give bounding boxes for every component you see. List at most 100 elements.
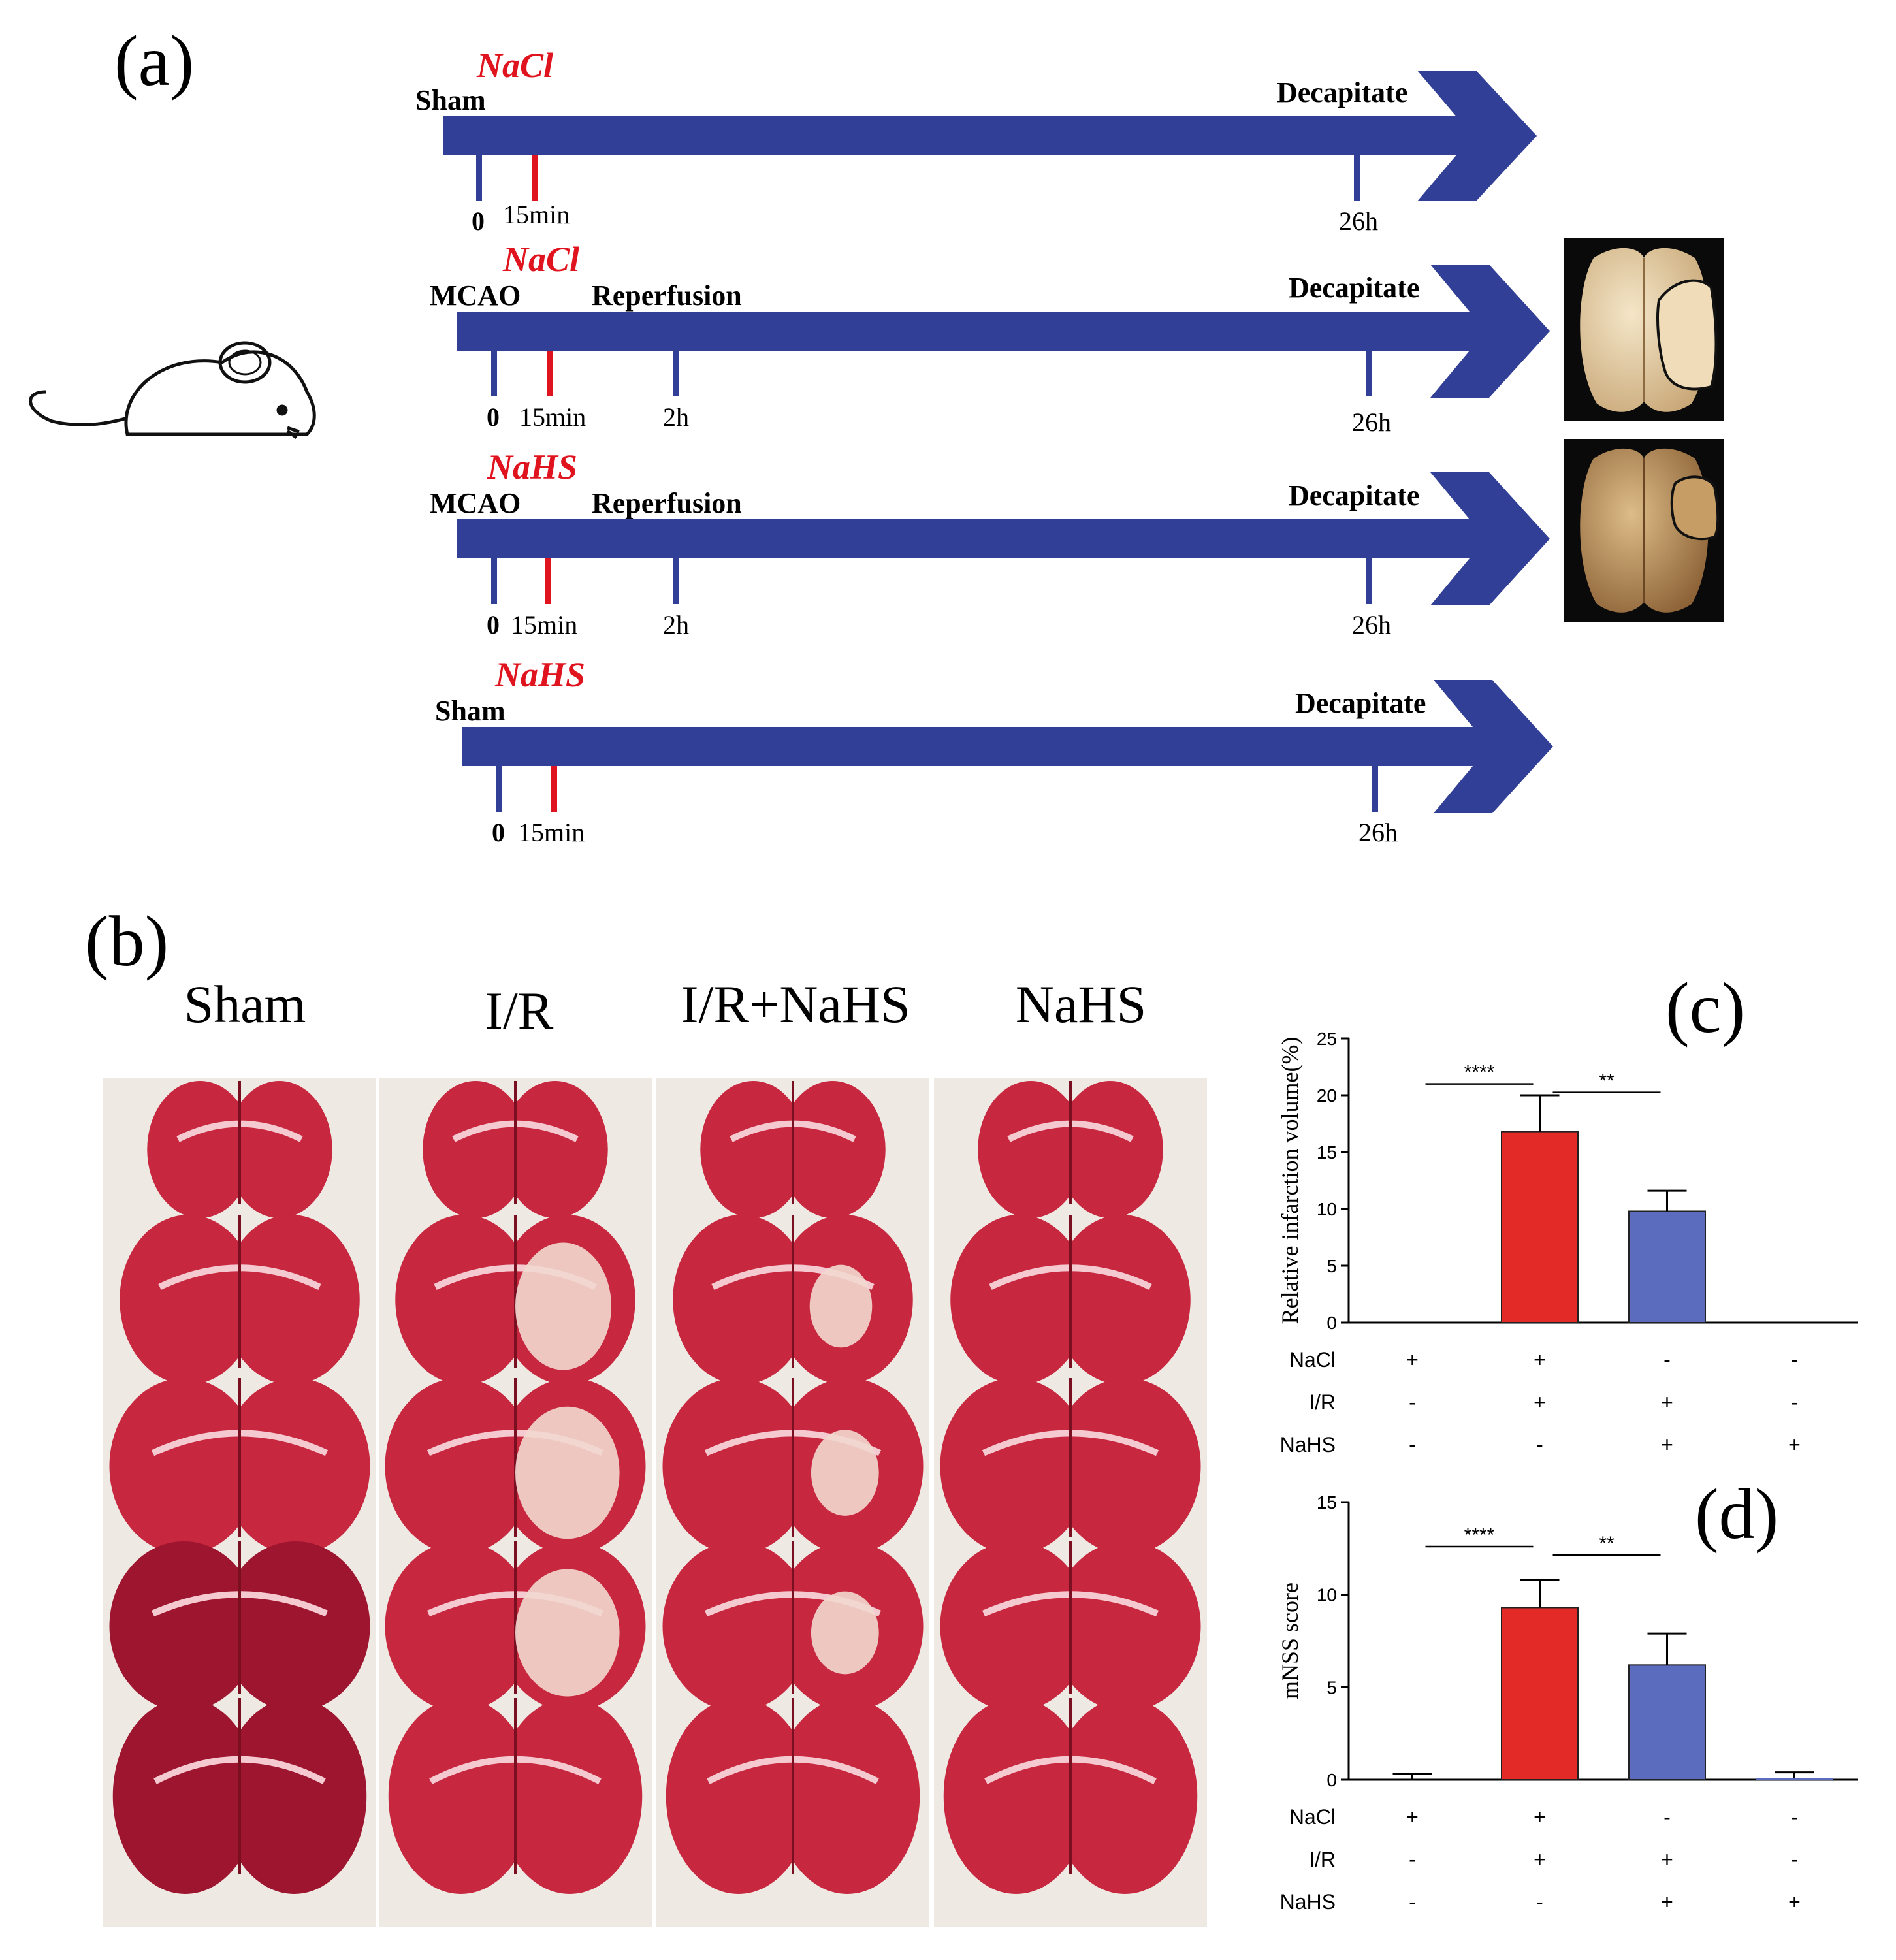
- timeline-row-1: NaCl Sham Decapitate 0 15min 26h: [415, 46, 1537, 236]
- significance-label: ****: [1464, 1062, 1495, 1084]
- panel-label-d: (d): [1695, 1474, 1778, 1554]
- condition-mark: -: [1791, 1390, 1798, 1414]
- bar: [1628, 1210, 1706, 1323]
- condition-mark: -: [1409, 1433, 1416, 1456]
- condition-label: I/R: [1309, 1848, 1336, 1871]
- brain-slice: [395, 1215, 635, 1385]
- timeline-row-2: NaCl MCAO Reperfusion Decapitate 0 15min…: [430, 240, 1550, 437]
- y-tick-label: 15: [1317, 1142, 1337, 1163]
- condition-label: NaCl: [1289, 1348, 1336, 1372]
- group-label-ir: I/R: [485, 981, 554, 1040]
- bar: [1501, 1131, 1579, 1324]
- tick-zero: 0: [487, 610, 500, 639]
- drug-label: NaHS: [494, 655, 585, 694]
- tick-zero: 0: [492, 818, 505, 847]
- brain-slice-photos: [103, 1078, 1207, 1927]
- tick-reperfusion-time: 2h: [663, 610, 689, 639]
- condition-mark: -: [1791, 1805, 1798, 1829]
- drug-label: NaHS: [487, 447, 577, 487]
- drug-label: NaCl: [502, 240, 579, 279]
- condition-mark: +: [1661, 1390, 1673, 1414]
- end-label: Decapitate: [1277, 76, 1407, 108]
- condition-label: NaHS: [1280, 1890, 1336, 1914]
- brain-slice: [662, 1378, 924, 1554]
- brain-slice: [950, 1215, 1191, 1385]
- brain-slice: [666, 1698, 920, 1894]
- group-label-nahs: NaHS: [1016, 974, 1146, 1034]
- significance-label: **: [1599, 1533, 1615, 1554]
- tick-zero: 0: [487, 402, 500, 432]
- condition-mark: -: [1663, 1805, 1671, 1829]
- slice-column: [379, 1078, 652, 1927]
- condition-label: NaHS: [1280, 1433, 1336, 1456]
- brain-slice: [662, 1541, 924, 1711]
- significance-label: **: [1599, 1070, 1615, 1092]
- condition-mark: +: [1661, 1433, 1673, 1456]
- condition-mark: -: [1663, 1348, 1671, 1372]
- brain-slice: [388, 1698, 643, 1894]
- panel-label-b: (b): [85, 901, 169, 981]
- condition-mark: +: [1406, 1805, 1419, 1829]
- panel-label-a: (a): [114, 21, 194, 101]
- condition-mark: -: [1536, 1890, 1543, 1914]
- y-tick-label: 10: [1317, 1199, 1337, 1219]
- condition-mark: -: [1409, 1390, 1416, 1414]
- y-tick-label: 20: [1317, 1085, 1337, 1106]
- y-axis-label: mNSS score: [1277, 1582, 1303, 1699]
- brain-slice: [147, 1081, 332, 1218]
- bar: [1501, 1607, 1579, 1780]
- timeline-row-3: NaHS MCAO Reperfusion Decapitate 0 15min…: [430, 447, 1550, 639]
- start-label: MCAO: [430, 280, 521, 312]
- y-tick-label: 0: [1326, 1770, 1337, 1790]
- start-label: Sham: [415, 84, 486, 116]
- condition-mark: +: [1661, 1848, 1673, 1871]
- end-label: Decapitate: [1295, 687, 1426, 719]
- y-tick-label: 15: [1317, 1492, 1337, 1513]
- tick-drug-time: 15min: [519, 402, 586, 432]
- tick-reperfusion-time: 2h: [663, 402, 689, 432]
- brain-slice: [385, 1378, 646, 1554]
- slice-column: [103, 1078, 376, 1927]
- condition-label: NaCl: [1289, 1805, 1336, 1829]
- brain-slice: [120, 1215, 360, 1385]
- condition-mark: +: [1534, 1848, 1546, 1871]
- brain-slice: [700, 1081, 886, 1218]
- tick-end-time: 26h: [1339, 206, 1378, 236]
- reperfusion-label: Reperfusion: [592, 280, 742, 312]
- condition-label: I/R: [1309, 1390, 1336, 1414]
- group-label-sham: Sham: [184, 974, 306, 1034]
- condition-mark: -: [1791, 1848, 1798, 1871]
- condition-mark: -: [1791, 1348, 1798, 1372]
- y-axis-label: Relative infarction volume(%): [1277, 1037, 1303, 1325]
- brain-slice: [940, 1541, 1201, 1711]
- brain-slice: [940, 1378, 1201, 1554]
- y-tick-label: 10: [1317, 1585, 1337, 1605]
- y-tick-label: 0: [1326, 1313, 1337, 1333]
- slice-column: [934, 1078, 1207, 1927]
- chart-infarction-volume: 0 5 10 15 20 25 Relative infarction volume(%) *…: [1277, 1029, 1858, 1456]
- tick-drug-time: 15min: [518, 818, 585, 847]
- y-tick-label: 5: [1326, 1677, 1337, 1697]
- drug-label: NaCl: [476, 46, 553, 85]
- condition-mark: -: [1409, 1890, 1416, 1914]
- brain-slice: [943, 1698, 1198, 1894]
- y-tick-label: 25: [1317, 1029, 1337, 1049]
- panel-label-c: (c): [1665, 968, 1745, 1048]
- tick-drug-time: 15min: [503, 200, 570, 229]
- condition-mark: +: [1788, 1890, 1801, 1914]
- group-label-ir-nahs: I/R+NaHS: [681, 974, 910, 1034]
- tick-zero: 0: [472, 206, 485, 236]
- brain-slice: [423, 1081, 608, 1218]
- significance-label: ****: [1464, 1524, 1495, 1546]
- start-label: MCAO: [430, 487, 521, 519]
- start-label: Sham: [435, 695, 506, 727]
- brain-slice: [385, 1541, 646, 1711]
- condition-mark: +: [1534, 1348, 1546, 1372]
- bar: [1756, 1778, 1833, 1780]
- bar: [1628, 1664, 1706, 1780]
- tick-end-time: 26h: [1352, 408, 1391, 437]
- condition-mark: -: [1536, 1433, 1543, 1456]
- end-label: Decapitate: [1289, 479, 1419, 511]
